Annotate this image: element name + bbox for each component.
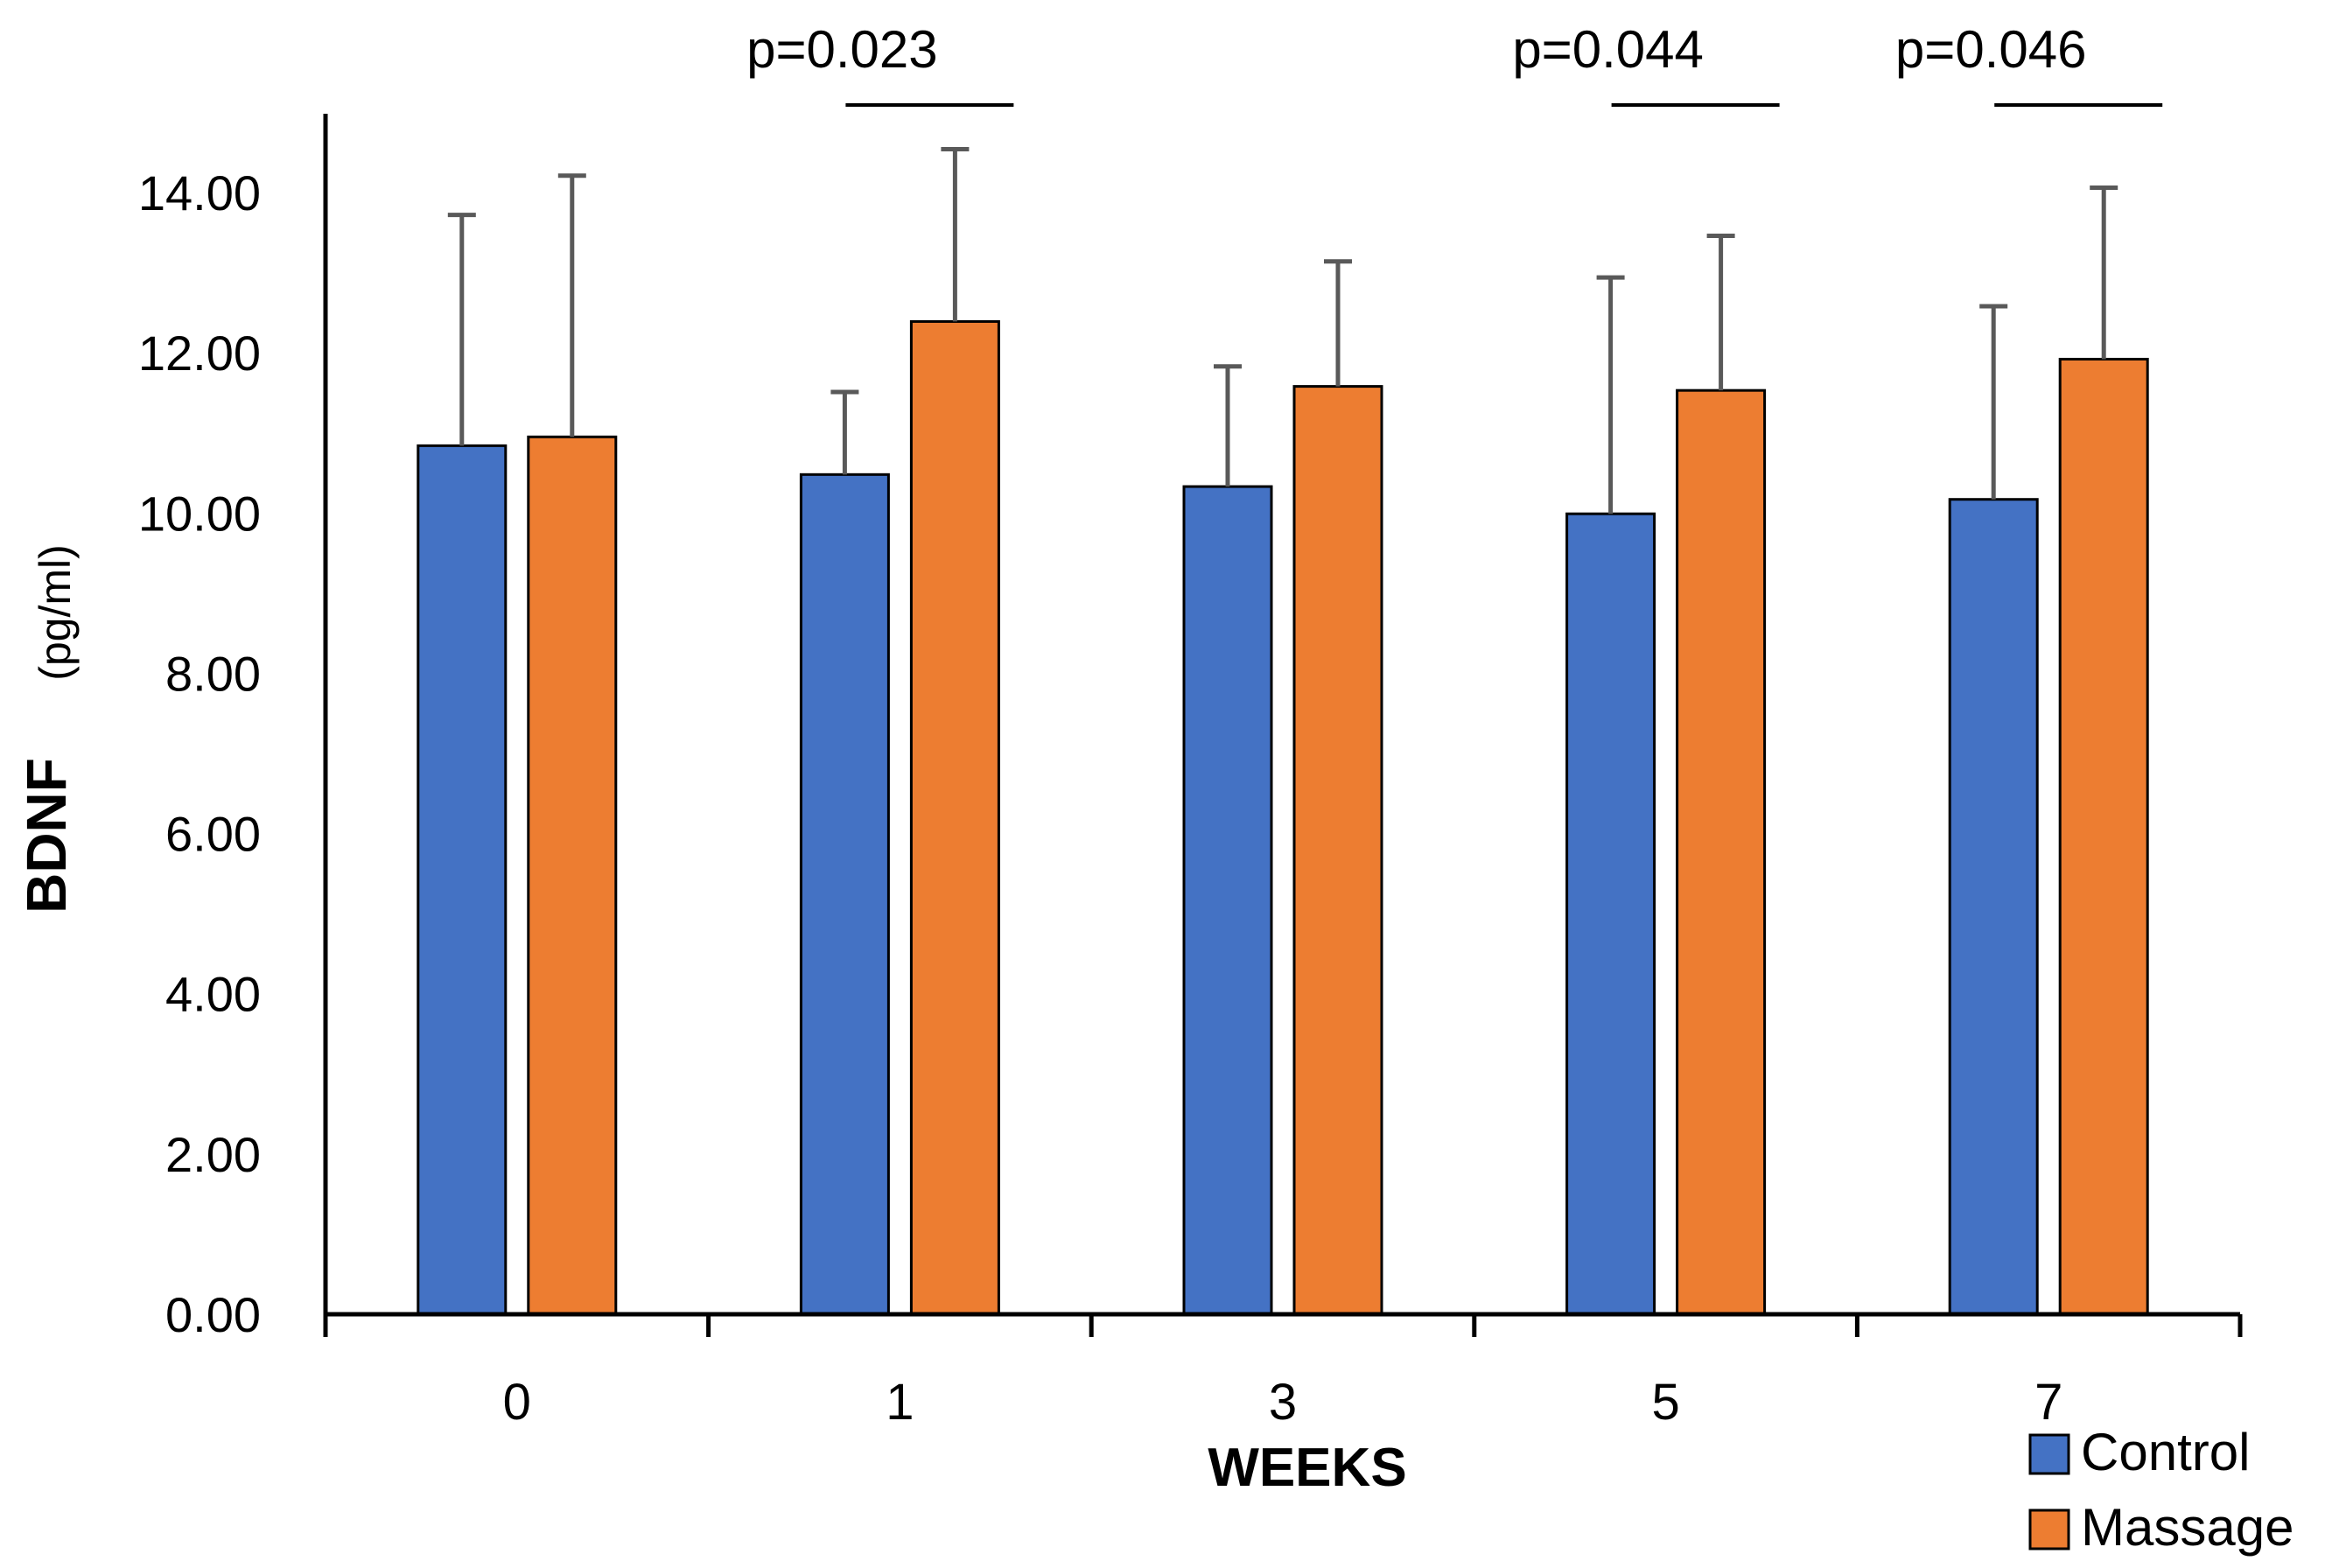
bar-massage-3 [1292, 385, 1383, 1316]
p-value-label: p=0.044 [1512, 20, 1704, 79]
y-axis-ticks: 0.00 2.00 4.00 6.00 8.00 10.00 12.00 14.00 [138, 165, 261, 1342]
legend-swatch [2028, 1433, 2070, 1475]
bar-massage-1 [909, 319, 1000, 1316]
y-axis-title: BDNF [15, 758, 78, 914]
x-axis-categories: 0 1 3 5 7 [503, 1374, 2063, 1431]
x-tick-label: 7 [2034, 1374, 2062, 1431]
bar-massage-5 [1676, 388, 1767, 1316]
bar-control-1 [799, 472, 890, 1316]
y-tick-label: 2.00 [165, 1127, 261, 1182]
bar-control-5 [1565, 512, 1656, 1316]
x-axis-title: WEEKS [1208, 1438, 1406, 1498]
y-axis-label: BDNF (pg/ml) [15, 544, 80, 914]
bar-massage-7 [2058, 357, 2149, 1316]
y-tick-label: 10.00 [138, 486, 261, 541]
bar-massage-0 [527, 435, 618, 1316]
bar-control-0 [417, 444, 508, 1316]
p-value-label: p=0.023 [746, 20, 938, 79]
bar-control-7 [1948, 498, 2039, 1316]
y-axis-unit: (pg/ml) [31, 544, 80, 681]
significance-annotations: p=0.023 p=0.044 p=0.046 [746, 20, 2163, 107]
bars [417, 319, 2149, 1316]
bar-control-3 [1182, 485, 1273, 1316]
x-tick-label: 3 [1269, 1374, 1297, 1431]
legend-swatch [2028, 1508, 2070, 1550]
legend-label: Massage [2081, 1498, 2293, 1557]
y-tick-label: 6.00 [165, 807, 261, 862]
y-tick-label: 8.00 [165, 646, 261, 701]
x-tick-label: 5 [1651, 1374, 1679, 1431]
x-tick-label: 1 [886, 1374, 914, 1431]
x-tick-label: 0 [503, 1374, 531, 1431]
y-tick-label: 14.00 [138, 165, 261, 220]
axes [323, 114, 2243, 1337]
error-bars [447, 147, 2118, 514]
y-tick-label: 12.00 [138, 326, 261, 381]
p-value-label: p=0.046 [1895, 20, 2087, 79]
y-tick-label: 4.00 [165, 967, 261, 1022]
y-tick-label: 0.00 [165, 1287, 261, 1342]
legend: Control Massage [2028, 1423, 2293, 1557]
legend-label: Control [2081, 1423, 2250, 1481]
